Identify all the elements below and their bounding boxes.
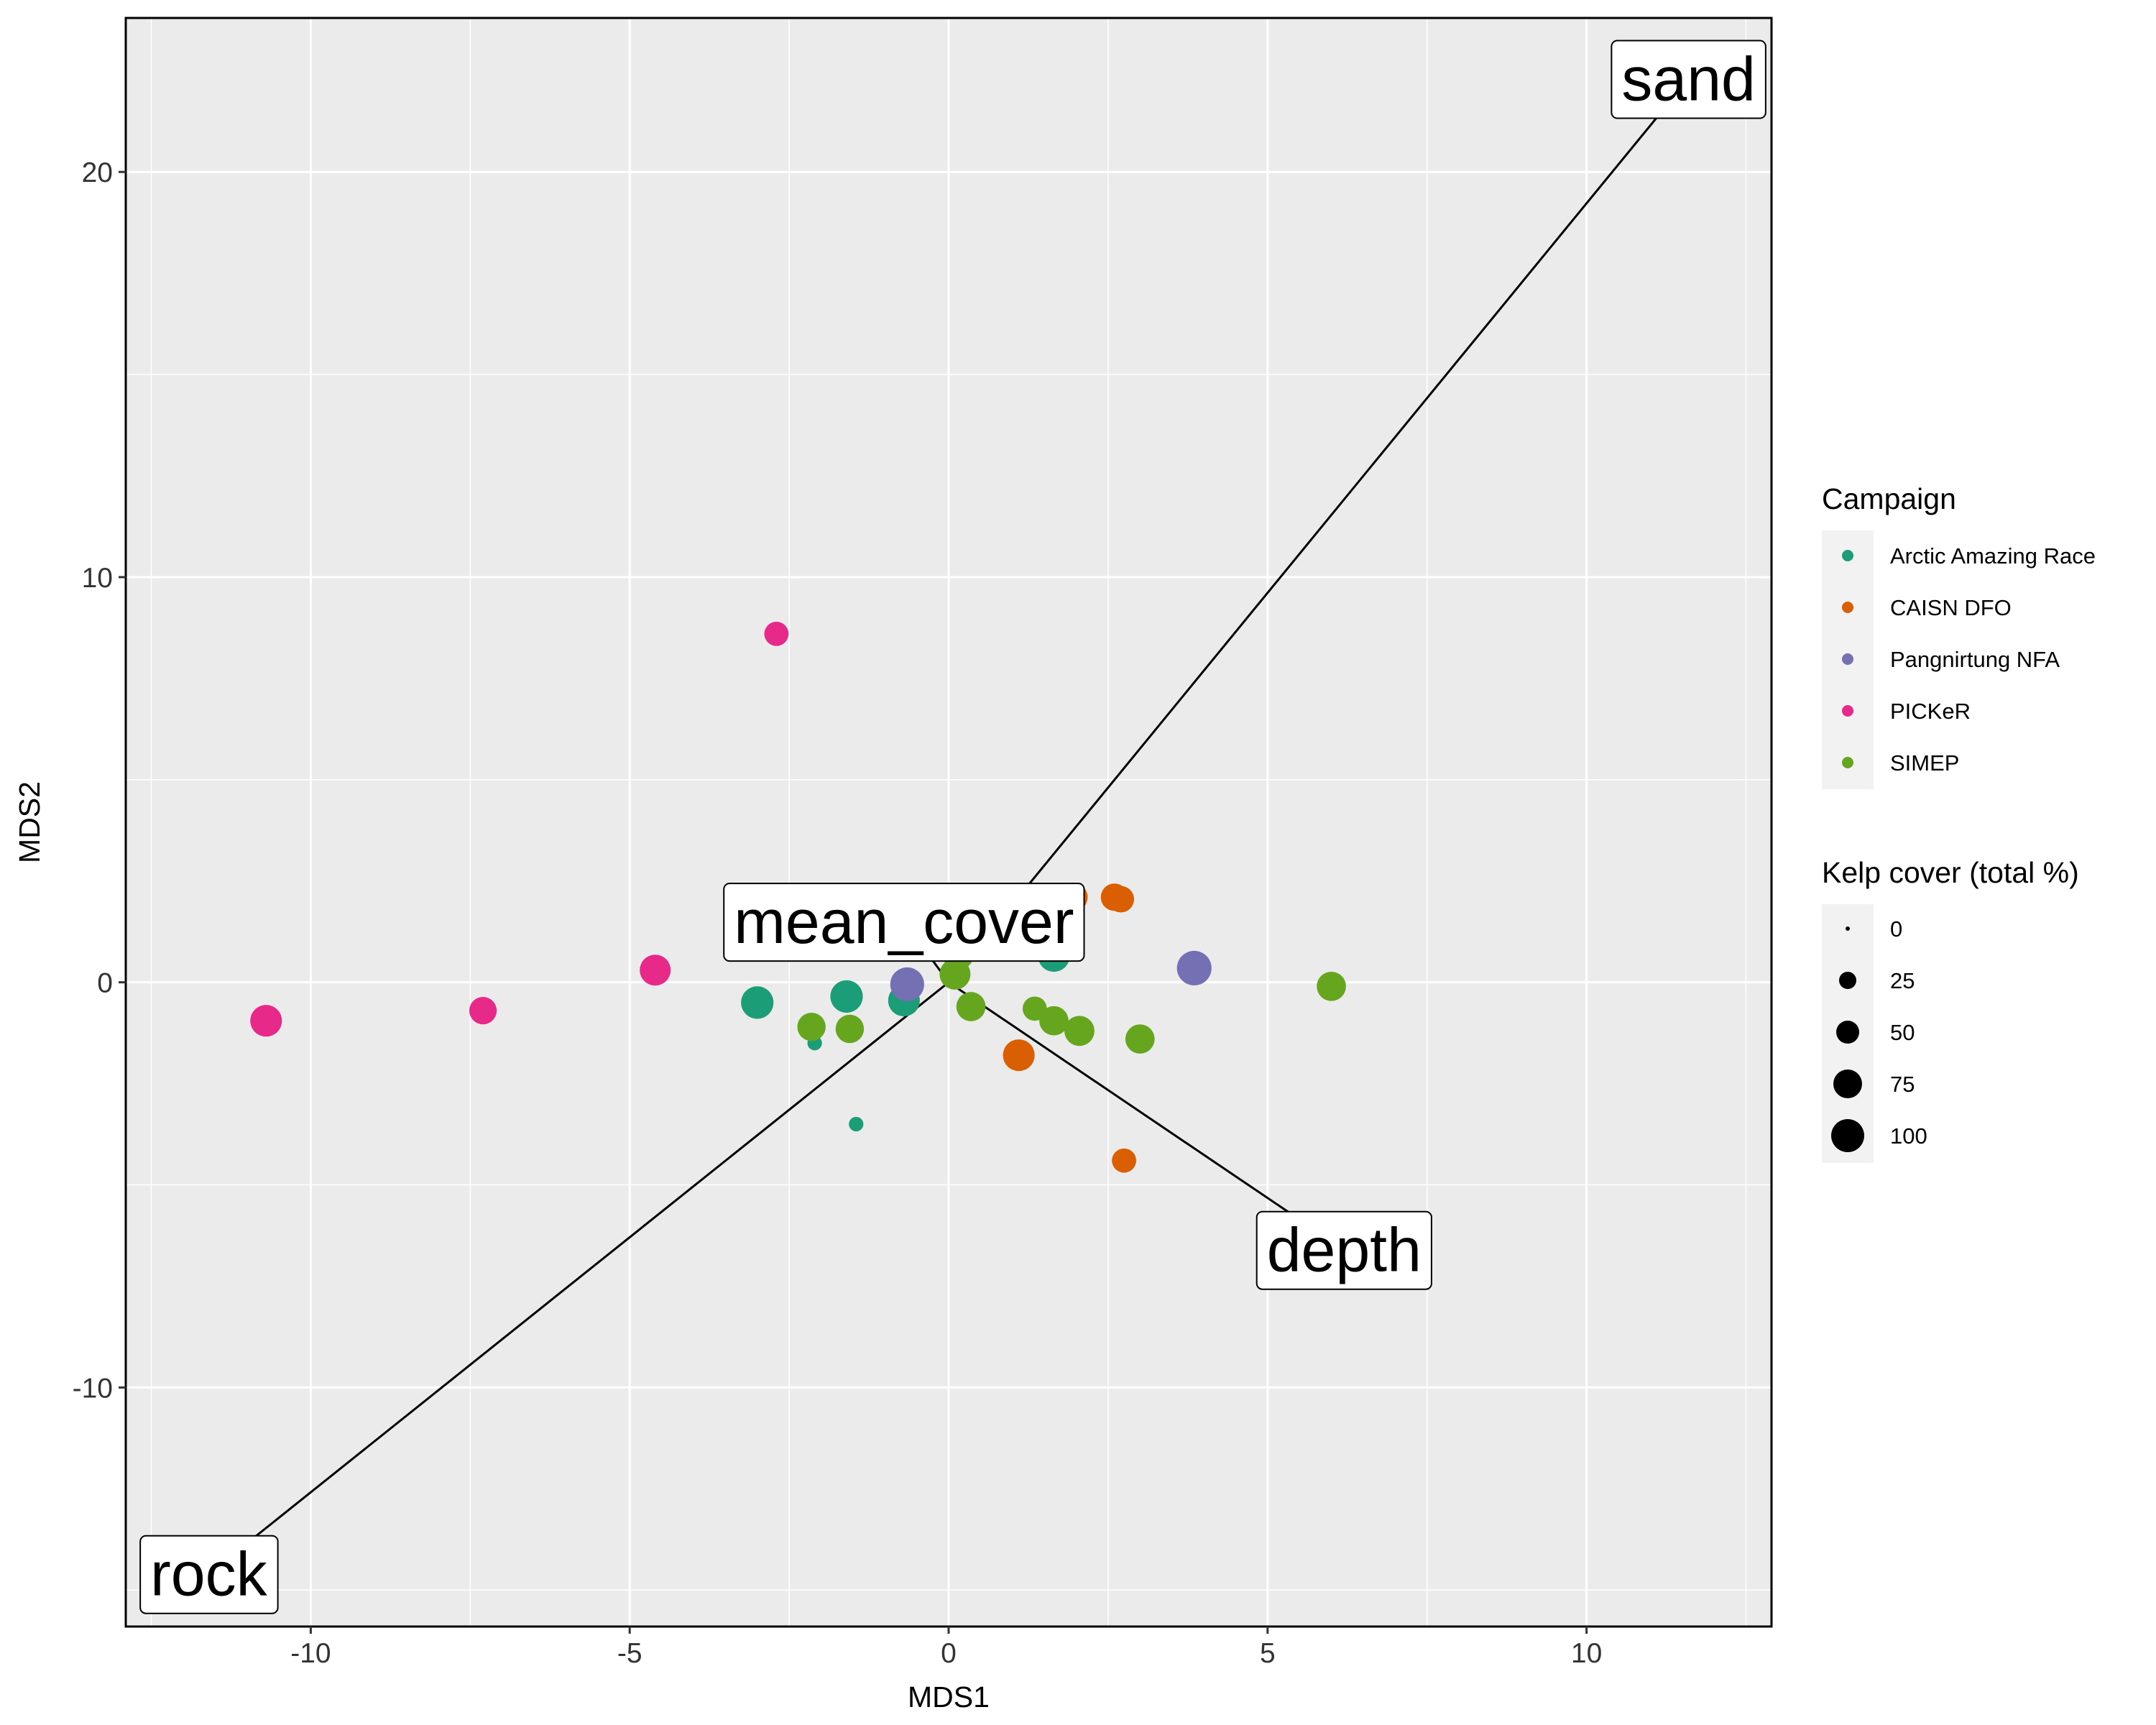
x-tick-label: 0 — [941, 1638, 957, 1669]
point-caisn-dfo — [1112, 1148, 1136, 1173]
arrow-rock — [208, 981, 949, 1575]
point-simep — [956, 992, 986, 1021]
major-gridlines — [126, 18, 1772, 1627]
point-caisn-dfo — [1003, 1039, 1035, 1072]
legend-key-caisn-dfo — [1842, 602, 1853, 613]
legend-label-picker: PICKeR — [1890, 699, 1971, 724]
y-axis-title: MDS2 — [13, 781, 46, 863]
arrow-label-text: rock — [150, 1540, 267, 1609]
size-key-100 — [1831, 1119, 1864, 1152]
y-tick-label: 0 — [97, 968, 113, 999]
legend-key-picker — [1842, 705, 1853, 717]
size-key-50 — [1836, 1021, 1859, 1044]
size-label-75: 75 — [1890, 1072, 1915, 1097]
arrow-label-mean-cover: mean_cover — [723, 883, 1085, 962]
size-label-0: 0 — [1890, 916, 1902, 942]
size-label-50: 50 — [1890, 1020, 1915, 1045]
size-key-75 — [1833, 1070, 1862, 1098]
campaign-legend: Campaign Arctic Amazing Race CAISN DFO Pan… — [1822, 482, 2096, 789]
x-tick-label: -10 — [290, 1638, 331, 1669]
point-arctic-amazing-race — [830, 980, 863, 1013]
point-picker — [250, 1005, 282, 1037]
arrow-label-box — [1256, 1210, 1432, 1290]
arrow-label-box — [139, 1535, 279, 1614]
y-tick-label: -10 — [73, 1373, 113, 1404]
point-picker — [469, 997, 497, 1025]
legend-label-pangnirtung-nfa: Pangnirtung NFA — [1890, 647, 2060, 672]
point-simep — [835, 1014, 865, 1044]
point-pangnirtung-nfa — [890, 967, 924, 1002]
legend-label-arctic-amazing-race: Arctic Amazing Race — [1890, 543, 2096, 569]
legend-key-arctic-amazing-race — [1842, 550, 1853, 561]
arrow-label-text: depth — [1267, 1216, 1422, 1285]
size-key-25 — [1839, 972, 1856, 989]
point-arctic-amazing-race — [741, 986, 774, 1019]
point-simep — [1317, 971, 1346, 1001]
arrow-sand — [947, 78, 1690, 983]
x-tick-label: 5 — [1260, 1638, 1276, 1669]
legend-label-simep: SIMEP — [1890, 750, 1959, 776]
arrow-depth — [948, 981, 1345, 1251]
point-simep — [797, 1012, 826, 1041]
arrow-label-depth: depth — [1256, 1210, 1432, 1290]
point-picker — [764, 622, 789, 646]
arrow-labels-layer: sand rock depth mean_cover — [139, 40, 1766, 1614]
campaign-legend-title: Campaign — [1822, 482, 1956, 515]
arrow-label-rock: rock — [139, 1535, 279, 1614]
x-tick-label: 10 — [1571, 1638, 1602, 1669]
point-simep — [1125, 1024, 1155, 1054]
y-tick-label: 20 — [82, 157, 113, 188]
kelp-cover-legend: Kelp cover (total %) 0 25 50 75 100 — [1822, 856, 2079, 1163]
x-tick-label: -5 — [617, 1638, 642, 1669]
size-label-100: 100 — [1890, 1123, 1927, 1149]
point-caisn-dfo — [1107, 886, 1135, 913]
legend-label-caisn-dfo: CAISN DFO — [1890, 595, 2012, 620]
arrow-label-box — [723, 883, 1085, 962]
point-simep — [1064, 1016, 1095, 1046]
plot-panel: sand rock depth mean_cover — [124, 17, 1773, 1628]
arrow-label-box — [1611, 40, 1766, 119]
kelp-cover-legend-title: Kelp cover (total %) — [1822, 856, 2079, 889]
point-picker — [640, 954, 671, 986]
size-key-0 — [1846, 926, 1850, 931]
y-axis: -10 0 10 20 — [73, 157, 126, 1404]
legend-key-simep — [1842, 757, 1853, 768]
point-arctic-amazing-race — [849, 1116, 864, 1132]
y-tick-label: 10 — [82, 563, 113, 594]
arrow-label-sand: sand — [1611, 40, 1766, 119]
point-simep — [939, 958, 971, 990]
arrow-label-text: sand — [1621, 45, 1756, 114]
arrow-label-text: mean_cover — [734, 888, 1074, 957]
legend-key-pangnirtung-nfa — [1842, 653, 1853, 665]
point-pangnirtung-nfa — [1176, 950, 1212, 986]
x-axis-title: MDS1 — [908, 1680, 990, 1714]
x-axis: -10 -5 0 5 10 — [290, 1627, 1602, 1669]
size-label-25: 25 — [1890, 968, 1915, 993]
point-simep — [1039, 1006, 1069, 1036]
